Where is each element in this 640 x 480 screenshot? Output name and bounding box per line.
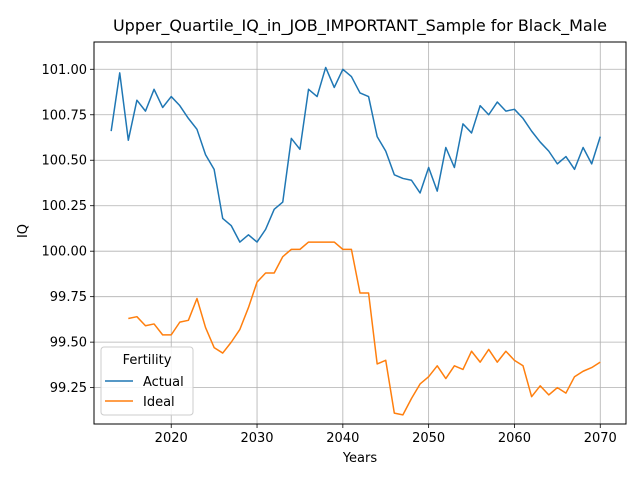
x-tick-label: 2070 bbox=[584, 431, 617, 446]
x-tick-label: 2020 bbox=[155, 431, 188, 446]
legend-box bbox=[100, 346, 194, 416]
chart-title: Upper_Quartile_IQ_in_JOB_IMPORTANT_Sampl… bbox=[113, 16, 607, 36]
x-tick-label: 2050 bbox=[412, 431, 445, 446]
x-tick-label: 2040 bbox=[326, 431, 359, 446]
y-tick-label: 99.50 bbox=[50, 336, 87, 351]
y-tick-label: 100.00 bbox=[42, 245, 88, 260]
y-axis-title: IQ bbox=[16, 224, 31, 238]
series-line-actual bbox=[110, 66, 601, 243]
legend-label-ideal: Ideal bbox=[143, 395, 175, 410]
legend-title: Fertility bbox=[123, 353, 172, 368]
y-tick-label: 100.50 bbox=[42, 154, 88, 169]
y-tick-label: 101.00 bbox=[42, 63, 88, 78]
legend: Fertility Actual Ideal bbox=[100, 346, 194, 416]
grid bbox=[94, 42, 626, 424]
y-tick-label: 100.25 bbox=[42, 199, 88, 214]
y-tick-label: 99.75 bbox=[50, 290, 87, 305]
series-line-ideal bbox=[128, 241, 601, 416]
y-tick-label: 99.25 bbox=[50, 381, 87, 396]
x-axis-title: Years bbox=[342, 451, 378, 466]
y-tick-label: 100.75 bbox=[42, 108, 88, 123]
x-tick-label: 2030 bbox=[240, 431, 273, 446]
legend-label-actual: Actual bbox=[143, 375, 184, 390]
axes: 2020 2030 2040 2050 2060 2070 99.25 99.50 99.75 1… bbox=[42, 63, 617, 446]
plot-frame bbox=[93, 41, 627, 425]
x-tick-label: 2060 bbox=[498, 431, 531, 446]
series-lines bbox=[110, 66, 601, 416]
